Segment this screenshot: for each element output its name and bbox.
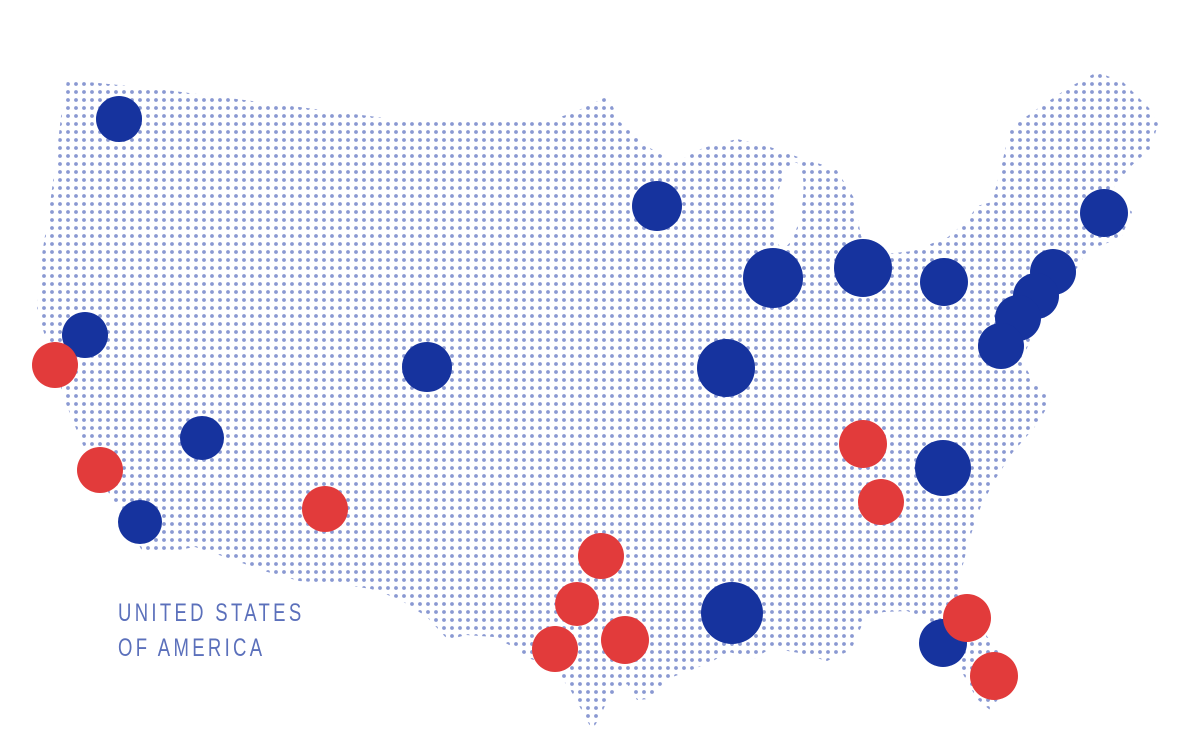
marker-blue bbox=[118, 500, 162, 544]
marker-red bbox=[77, 447, 123, 493]
marker-red bbox=[970, 652, 1018, 700]
marker-red bbox=[302, 486, 348, 532]
us-dotted-silhouette bbox=[37, 72, 1158, 730]
marker-red bbox=[532, 626, 578, 672]
marker-red bbox=[858, 479, 904, 525]
great-lakes-cutouts bbox=[774, 162, 804, 248]
marker-blue bbox=[402, 342, 452, 392]
map-title-line2: OF AMERICA bbox=[118, 634, 266, 662]
map-title-line1: UNITED STATES bbox=[118, 599, 305, 627]
marker-blue bbox=[920, 258, 968, 306]
marker-red bbox=[601, 616, 649, 664]
lake-michigan bbox=[774, 162, 804, 248]
marker-blue bbox=[96, 96, 142, 142]
marker-blue bbox=[834, 239, 892, 297]
marker-blue bbox=[978, 323, 1024, 369]
marker-red bbox=[578, 533, 624, 579]
map-title: UNITED STATES OF AMERICA bbox=[118, 596, 305, 666]
marker-blue bbox=[743, 248, 803, 308]
marker-red bbox=[32, 342, 78, 388]
marker-blue bbox=[701, 582, 763, 644]
marker-blue bbox=[180, 416, 224, 460]
marker-blue bbox=[62, 312, 108, 358]
marker-blue bbox=[632, 181, 682, 231]
marker-blue bbox=[915, 440, 971, 496]
marker-blue bbox=[1080, 189, 1128, 237]
marker-blue bbox=[697, 339, 755, 397]
city-markers bbox=[32, 96, 1128, 700]
marker-red bbox=[555, 582, 599, 626]
marker-red bbox=[839, 420, 887, 468]
marker-red bbox=[943, 594, 991, 642]
